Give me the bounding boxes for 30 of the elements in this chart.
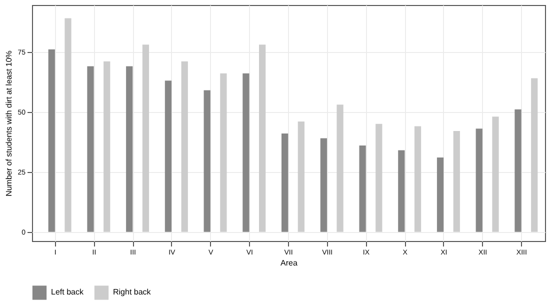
bar — [64, 18, 72, 232]
bar — [414, 126, 422, 232]
y-axis-title: Number of students with dirt at least 10% — [4, 50, 14, 196]
bar — [514, 109, 522, 232]
bar — [220, 73, 227, 232]
bar — [376, 124, 382, 232]
bar — [453, 131, 460, 232]
bar — [181, 61, 188, 232]
legend-label: Left back — [51, 288, 84, 297]
bar — [492, 116, 499, 232]
bar — [48, 49, 55, 232]
bar — [359, 145, 366, 232]
bar — [282, 133, 288, 232]
bar — [104, 61, 110, 232]
x-axis-title: Area — [280, 258, 298, 268]
bar — [320, 138, 327, 232]
bar — [436, 157, 444, 232]
bar — [531, 78, 538, 232]
bar — [126, 66, 133, 232]
bar — [164, 80, 172, 232]
bar — [242, 73, 250, 232]
bar — [298, 121, 304, 232]
bar — [259, 44, 266, 232]
bar — [336, 104, 344, 232]
bar — [204, 90, 210, 232]
bar — [398, 150, 405, 232]
bar — [476, 128, 482, 232]
bar — [142, 44, 150, 232]
legend-label: Right back — [113, 288, 152, 297]
bar — [87, 66, 94, 232]
